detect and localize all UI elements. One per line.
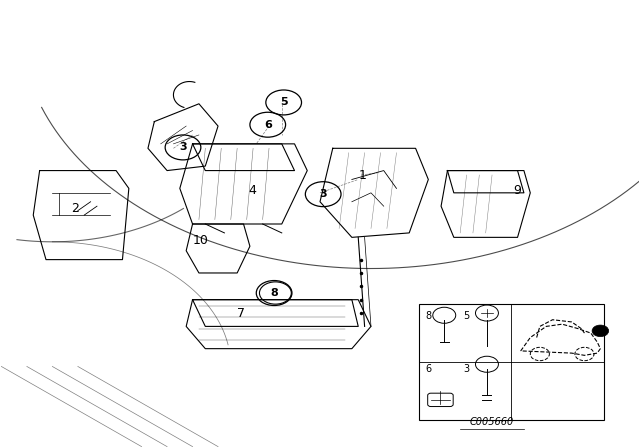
Text: C005660: C005660 bbox=[470, 417, 514, 426]
Text: 9: 9 bbox=[514, 184, 522, 197]
Text: 4: 4 bbox=[248, 184, 256, 197]
Text: 1: 1 bbox=[359, 169, 367, 182]
Text: 6: 6 bbox=[264, 120, 272, 130]
Text: 8: 8 bbox=[270, 288, 278, 298]
Text: 3: 3 bbox=[319, 189, 327, 199]
Text: 3: 3 bbox=[179, 142, 187, 152]
Text: 3: 3 bbox=[463, 364, 470, 374]
Text: 8: 8 bbox=[425, 311, 431, 321]
Text: 10: 10 bbox=[192, 234, 208, 247]
Text: 2: 2 bbox=[71, 202, 79, 215]
Circle shape bbox=[592, 325, 609, 336]
Text: 6: 6 bbox=[425, 364, 431, 374]
Text: 5: 5 bbox=[463, 311, 470, 321]
Text: 5: 5 bbox=[280, 98, 287, 108]
Text: 7: 7 bbox=[237, 306, 245, 319]
